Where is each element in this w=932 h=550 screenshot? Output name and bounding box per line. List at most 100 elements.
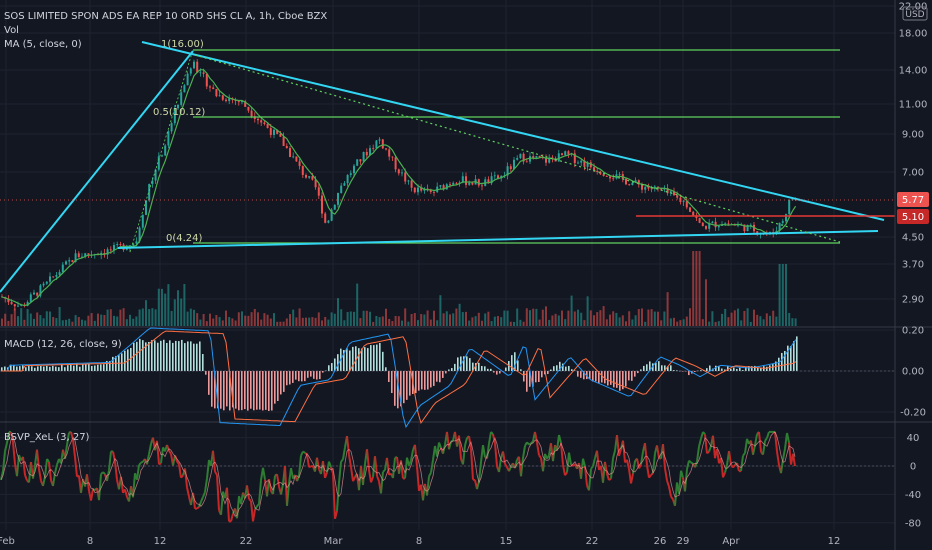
- candle-body: [340, 185, 343, 193]
- candle-body: [727, 223, 730, 225]
- candle-body: [449, 184, 451, 186]
- volume-bar: [452, 313, 455, 326]
- volume-bar: [506, 310, 509, 326]
- macd-bar: [76, 363, 78, 371]
- bsvp-segment: [72, 439, 76, 458]
- volume-bar: [1, 318, 3, 326]
- bsvp-segment: [674, 482, 678, 506]
- candle-body: [692, 211, 695, 216]
- macd-bar: [136, 341, 138, 371]
- volume-bar: [365, 310, 368, 326]
- bsvp-segment: [106, 470, 110, 482]
- volume-bar: [177, 290, 179, 326]
- volume-bar: [141, 308, 144, 326]
- macd-bar: [88, 363, 90, 371]
- macd-bar: [640, 369, 642, 371]
- macd-bar: [784, 350, 786, 371]
- volume-bar: [791, 318, 794, 326]
- candle-body: [602, 174, 605, 176]
- volume-bar: [442, 313, 445, 326]
- bsvp-signal-line: [0, 431, 796, 517]
- volume-bar: [708, 321, 711, 326]
- macd-bar: [217, 371, 219, 409]
- volume-bar: [228, 316, 231, 326]
- candle-body: [365, 151, 368, 156]
- volume-bar: [609, 314, 611, 326]
- price-tick-label: 11.00: [899, 100, 928, 111]
- bsvp-segment: [774, 431, 778, 452]
- bsvp-segment: [504, 463, 508, 468]
- candle-body: [138, 227, 141, 242]
- candle-body: [39, 285, 42, 296]
- volume-bar: [785, 264, 787, 326]
- volume-bar: [769, 315, 771, 326]
- candle-body: [199, 72, 202, 74]
- macd-bar: [751, 366, 753, 371]
- macd-bar: [274, 371, 276, 404]
- candle-body: [314, 179, 317, 188]
- chart-title: SOS LIMITED SPON ADS EA REP 10 ORD SHS C…: [4, 11, 327, 22]
- macd-bar: [769, 365, 771, 371]
- bsvp-segment: [138, 461, 142, 466]
- macd-bar: [688, 371, 690, 376]
- volume-bar: [497, 316, 499, 326]
- time-tick-label: Apr: [722, 536, 740, 547]
- bsvp-segment: [348, 454, 352, 468]
- volume-bar: [727, 317, 730, 326]
- macd-bar: [541, 371, 543, 378]
- currency-badge[interactable]: [902, 6, 928, 21]
- volume-bar: [468, 320, 471, 326]
- bsvp-segment: [252, 509, 256, 522]
- macd-bar: [292, 371, 294, 383]
- volume-bar: [519, 319, 522, 326]
- candle-body: [215, 89, 218, 97]
- volume-bar: [193, 309, 195, 326]
- macd-bar: [244, 371, 246, 410]
- bsvp-segment: [352, 476, 356, 482]
- bsvp-segment: [254, 505, 258, 510]
- volume-bar: [372, 321, 375, 326]
- candle-body: [468, 182, 471, 185]
- macd-bar: [607, 371, 609, 386]
- candle-body: [541, 157, 544, 159]
- bsvp-segment: [336, 482, 340, 512]
- bsvp-segment: [698, 438, 702, 447]
- trendline-lower: [117, 230, 879, 249]
- volume-bar: [711, 311, 714, 326]
- candle-body: [282, 136, 285, 146]
- volume-bar: [282, 321, 285, 326]
- macd-bar: [550, 369, 552, 371]
- volume-bar: [599, 310, 602, 326]
- volume-bar: [148, 309, 151, 326]
- candle-body: [346, 175, 349, 184]
- currency-badge-text: USD: [905, 10, 924, 20]
- macd-bar: [304, 371, 306, 382]
- macd-bar: [547, 371, 549, 375]
- volume-bar: [186, 311, 189, 326]
- candle-body: [116, 244, 119, 246]
- volume-bar: [260, 319, 263, 326]
- candle-body: [378, 139, 381, 141]
- time-tick-label: Feb: [0, 536, 15, 547]
- candle-body: [193, 61, 195, 69]
- candle-body: [164, 145, 167, 156]
- bsvp-segment: [246, 485, 250, 500]
- volume-bar: [721, 313, 723, 326]
- bsvp-segment: [610, 458, 614, 479]
- macd-bar: [247, 371, 249, 411]
- bsvp-segment: [248, 498, 252, 502]
- volume-bar: [589, 310, 592, 326]
- macd-histogram: [1, 336, 798, 411]
- macd-bar: [628, 371, 630, 381]
- volume-bar: [81, 319, 83, 326]
- macd-bar: [448, 369, 450, 371]
- macd-bar: [424, 371, 426, 390]
- volume-bar: [151, 308, 154, 326]
- volume-bar: [324, 316, 327, 326]
- bsvp-segment: [308, 465, 312, 469]
- volume-bar: [90, 313, 93, 326]
- volume-bar: [692, 251, 695, 326]
- candle-body: [561, 153, 563, 156]
- candle-body: [708, 223, 711, 229]
